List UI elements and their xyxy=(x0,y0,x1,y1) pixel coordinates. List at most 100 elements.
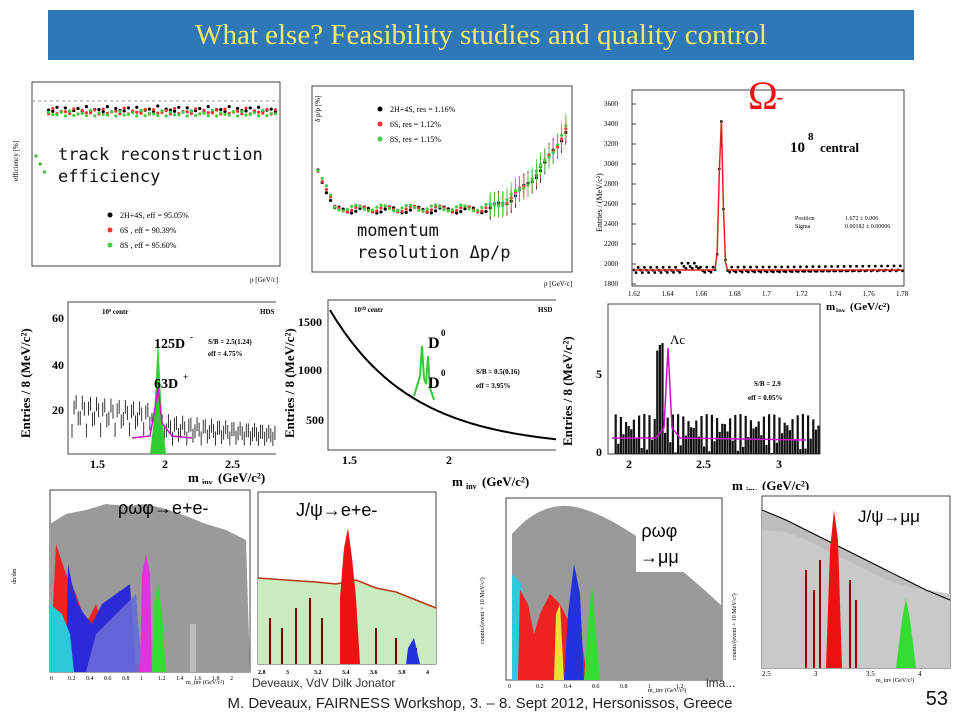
momentum-resolution-plot: δ p/p [%] p [GeV/c] 2H+4S, res = 1.16% 6… xyxy=(292,80,577,290)
svg-text:m: m xyxy=(452,474,463,489)
svg-text:3: 3 xyxy=(814,670,818,678)
svg-text:3200: 3200 xyxy=(604,140,619,148)
svg-text:4: 4 xyxy=(426,670,429,676)
svg-text:eff = 3.95%: eff = 3.95% xyxy=(476,382,511,390)
svg-text:1.2: 1.2 xyxy=(676,684,684,690)
efficiency-legend-1: 2H+4S, eff = 95.05% xyxy=(120,211,189,220)
svg-text:0: 0 xyxy=(441,368,446,378)
omega-events-exp: 8 xyxy=(808,131,814,143)
svg-text:3.2: 3.2 xyxy=(314,670,322,676)
svg-text:2000: 2000 xyxy=(604,260,619,268)
omega-sup: - xyxy=(776,84,783,109)
jpsi-mumu-plot: counts/(event × 10 MeV/c²) J/ψ→μμ 2.5 3 3.… xyxy=(726,490,954,686)
jpsi-ee-label: J/ψ→e+e- xyxy=(296,500,377,520)
svg-text:-: - xyxy=(190,332,193,342)
svg-text:dn/dm: dn/dm xyxy=(12,568,18,584)
svg-text:1.64: 1.64 xyxy=(662,290,675,298)
svg-text:2.5: 2.5 xyxy=(762,670,771,678)
svg-text:4: 4 xyxy=(918,670,922,678)
svg-text:eff = 4.75%: eff = 4.75% xyxy=(208,350,243,358)
hidden-caption-1: Deveaux, VdV Dilk Jonator xyxy=(252,676,396,690)
svg-text:2400: 2400 xyxy=(604,220,619,228)
d-charged-tag: 10⁹ centr xyxy=(102,308,128,316)
svg-text:500: 500 xyxy=(306,413,324,427)
svg-text:0.2: 0.2 xyxy=(68,676,76,682)
efficiency-xlabel: p [GeV/c] xyxy=(250,276,278,284)
svg-text:1.62: 1.62 xyxy=(628,290,641,298)
lambda-c-ylabel: Entries / 8 (MeV/c²) xyxy=(560,336,575,446)
svg-text:2.8: 2.8 xyxy=(258,670,266,676)
svg-text:10¹⁰ centr: 10¹⁰ centr xyxy=(354,306,383,314)
momentum-label: momentum resolution Δp/p xyxy=(357,221,511,263)
svg-text:1.66: 1.66 xyxy=(695,290,708,298)
svg-text:0: 0 xyxy=(441,328,446,338)
svg-text:0: 0 xyxy=(508,684,511,690)
svg-text:m: m xyxy=(732,478,743,493)
svg-text:m_inv (GeV/c²): m_inv (GeV/c²) xyxy=(648,687,686,694)
svg-text:inv: inv xyxy=(466,482,477,491)
slide-title: What else? Feasibility studies and quali… xyxy=(195,18,767,51)
svg-text:1: 1 xyxy=(648,684,651,690)
svg-text:1.76: 1.76 xyxy=(863,290,876,298)
svg-text:0.6: 0.6 xyxy=(104,676,112,682)
svg-text:3: 3 xyxy=(286,670,289,676)
svg-text:0.8: 0.8 xyxy=(620,684,628,690)
svg-text:0.2: 0.2 xyxy=(536,684,544,690)
svg-text:1500: 1500 xyxy=(298,315,322,329)
svg-text:m_inv (GeV/c²): m_inv (GeV/c²) xyxy=(876,677,914,684)
svg-text:1.6: 1.6 xyxy=(194,676,202,682)
svg-text:3.4: 3.4 xyxy=(342,670,350,676)
dilepton-mumu-label: ρωφ →μμ xyxy=(636,516,683,572)
hidden-caption-2: ima... xyxy=(706,676,736,690)
svg-text:m_inv (GeV/c²): m_inv (GeV/c²) xyxy=(186,679,224,686)
svg-text:1.5: 1.5 xyxy=(342,453,357,467)
svg-text:0: 0 xyxy=(596,445,602,459)
svg-text:inv: inv xyxy=(202,478,213,487)
d-charged-ann1: 125D xyxy=(154,337,185,352)
svg-text:1.7: 1.7 xyxy=(762,290,771,298)
omega-fit-sigma-label: Sigma xyxy=(795,224,811,230)
dilepton-ee-label: ρωφ→e+e- xyxy=(118,498,209,518)
svg-text:5: 5 xyxy=(596,367,602,381)
omega-xlabel-sub: inv xyxy=(836,307,846,312)
svg-text:2200: 2200 xyxy=(604,240,619,248)
svg-text:(GeV/c²): (GeV/c²) xyxy=(218,470,265,485)
efficiency-legend-2: 6S , eff = 90.39% xyxy=(120,226,177,235)
svg-text:+: + xyxy=(183,372,188,382)
svg-text:counts/(event × 10 MeV/c²): counts/(event × 10 MeV/c²) xyxy=(731,593,738,660)
svg-text:S/B = 2.5(1.24): S/B = 2.5(1.24) xyxy=(208,338,252,346)
svg-text:(GeV/c²): (GeV/c²) xyxy=(762,478,809,493)
svg-text:1000: 1000 xyxy=(298,363,322,377)
momentum-xlabel: p [GeV/c] xyxy=(544,280,572,288)
svg-text:0.4: 0.4 xyxy=(564,684,572,690)
svg-text:1.74: 1.74 xyxy=(829,290,842,298)
footer-text: M. Deveaux, FAIRNESS Workshop, 3. – 8. S… xyxy=(227,695,733,712)
svg-text:1.72: 1.72 xyxy=(796,290,809,298)
momentum-legend-3: 8S, res = 1.15% xyxy=(390,135,441,144)
svg-text:1.2: 1.2 xyxy=(158,676,166,682)
omega-fit-sigma: 0.00182 ± 0.00006 xyxy=(845,224,890,230)
d-charged-generator: HDS xyxy=(260,308,275,316)
svg-text:Λc: Λc xyxy=(670,332,685,347)
svg-text:1.78: 1.78 xyxy=(896,290,909,298)
momentum-ylabel: δ p/p [%] xyxy=(314,96,322,122)
svg-text:2: 2 xyxy=(626,457,632,471)
svg-text:3.8: 3.8 xyxy=(398,670,406,676)
svg-text:0: 0 xyxy=(50,676,53,682)
svg-text:counts/(event × 10 MeV/c²): counts/(event × 10 MeV/c²) xyxy=(479,577,486,644)
svg-text:20: 20 xyxy=(52,403,64,417)
svg-text:(GeV/c²): (GeV/c²) xyxy=(482,474,529,489)
omega-fit-position-label: Position xyxy=(795,216,815,222)
svg-text:2.5: 2.5 xyxy=(225,457,240,471)
svg-text:2: 2 xyxy=(230,676,233,682)
svg-text:1.8: 1.8 xyxy=(212,676,220,682)
momentum-legend-1: 2H+4S, res = 1.16% xyxy=(390,105,456,114)
svg-text:D: D xyxy=(428,375,440,392)
svg-text:2.5: 2.5 xyxy=(696,457,711,471)
omega-symbol: Ω xyxy=(748,82,778,118)
jpsi-ee-plot: J/ψ→e+e- 2.8 3 3.2 3.4 3.6 3.8 4 xyxy=(256,488,442,688)
jpsi-mumu-label: J/ψ→μμ xyxy=(858,507,920,526)
d-charged-plot: Entries / 8 (MeV/c²) 60 40 20 1.5 2 2.5 … xyxy=(12,298,302,488)
svg-text:S/B = 0.5(0.16): S/B = 0.5(0.16) xyxy=(476,368,520,376)
svg-text:1: 1 xyxy=(140,676,143,682)
